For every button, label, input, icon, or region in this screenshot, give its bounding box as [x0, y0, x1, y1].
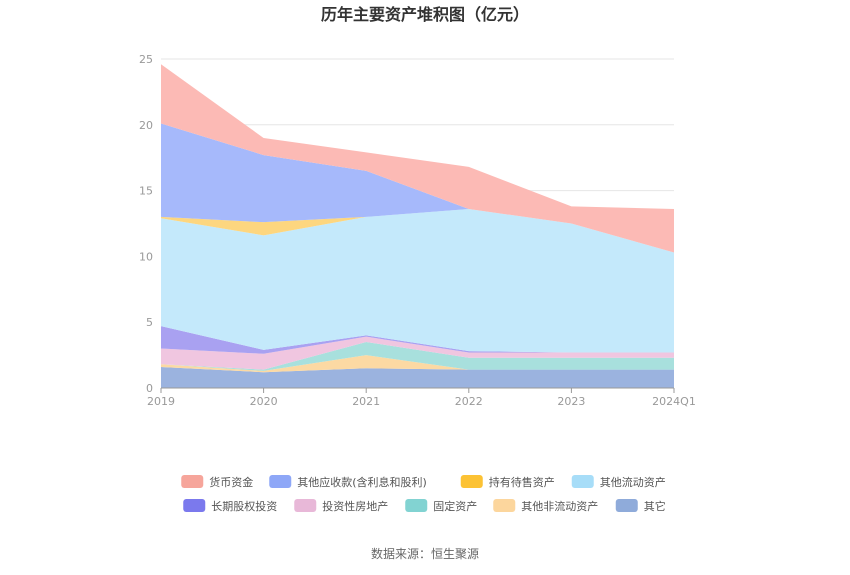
legend-item[interactable]: 货币资金 [181, 475, 253, 489]
area-series-0 [161, 366, 674, 388]
legend-swatch [615, 499, 638, 512]
legend-swatch [181, 475, 204, 488]
data-source-note: 数据来源：恒生聚源 [371, 546, 479, 561]
legend-label: 其他流动资产 [600, 475, 666, 489]
legend-swatch [183, 499, 206, 512]
legend-swatch [269, 475, 292, 488]
x-tick-label: 2020 [250, 395, 278, 408]
y-tick-label: 5 [146, 316, 153, 329]
x-tick-label: 2024Q1 [652, 395, 696, 408]
axes: 0 5 10 15 20 25 2019 2020 2021 2022 2023 2024Q1 [139, 53, 696, 408]
y-tick-label: 0 [146, 382, 153, 395]
area-series [161, 64, 674, 388]
area-series-4 [161, 326, 674, 354]
legend-label: 长期股权投资 [211, 499, 277, 513]
legend-swatch [294, 499, 317, 512]
legend-swatch [571, 475, 594, 488]
legend-swatch [460, 475, 483, 488]
area-series-5 [161, 209, 674, 353]
y-tick-label: 15 [139, 185, 153, 198]
area-series-1 [161, 355, 674, 373]
legend-label: 投资性房地产 [322, 499, 388, 513]
x-tick-label: 2023 [557, 395, 585, 408]
area-series-2 [161, 341, 674, 371]
x-tick-label: 2021 [352, 395, 380, 408]
y-tick-label: 20 [139, 119, 153, 132]
y-tick-label: 25 [139, 53, 153, 66]
legend-item[interactable]: 投资性房地产 [294, 499, 388, 513]
legend-label: 持有待售资产 [489, 475, 555, 489]
legend-label: 其它 [644, 499, 666, 513]
legend-label: 固定资产 [433, 499, 477, 513]
x-tick-label: 2022 [455, 395, 483, 408]
area-series-7 [161, 123, 674, 253]
legend-item[interactable]: 持有待售资产 [460, 475, 555, 489]
chart-title: 历年主要资产堆积图（亿元） [321, 5, 529, 24]
legend-item[interactable]: 其他应收款(含利息和股利) [269, 475, 427, 489]
legend-swatch [493, 499, 516, 512]
legend-item[interactable]: 固定资产 [405, 499, 477, 513]
legend-item[interactable]: 长期股权投资 [183, 499, 277, 513]
legend-item[interactable]: 其他流动资产 [571, 475, 666, 489]
area-series-3 [161, 336, 674, 370]
y-tick-label: 10 [139, 250, 153, 263]
legend-label: 其他应收款(含利息和股利) [297, 475, 427, 489]
x-tick-label: 2019 [147, 395, 175, 408]
legend-item[interactable]: 其他非流动资产 [493, 499, 598, 513]
legend-label: 其他非流动资产 [521, 499, 598, 513]
area-series-8 [161, 64, 674, 253]
area-series-6 [161, 209, 674, 253]
legend-swatch [405, 499, 428, 512]
legend-label: 货币资金 [209, 475, 253, 489]
legend-item[interactable]: 其它 [615, 499, 666, 513]
